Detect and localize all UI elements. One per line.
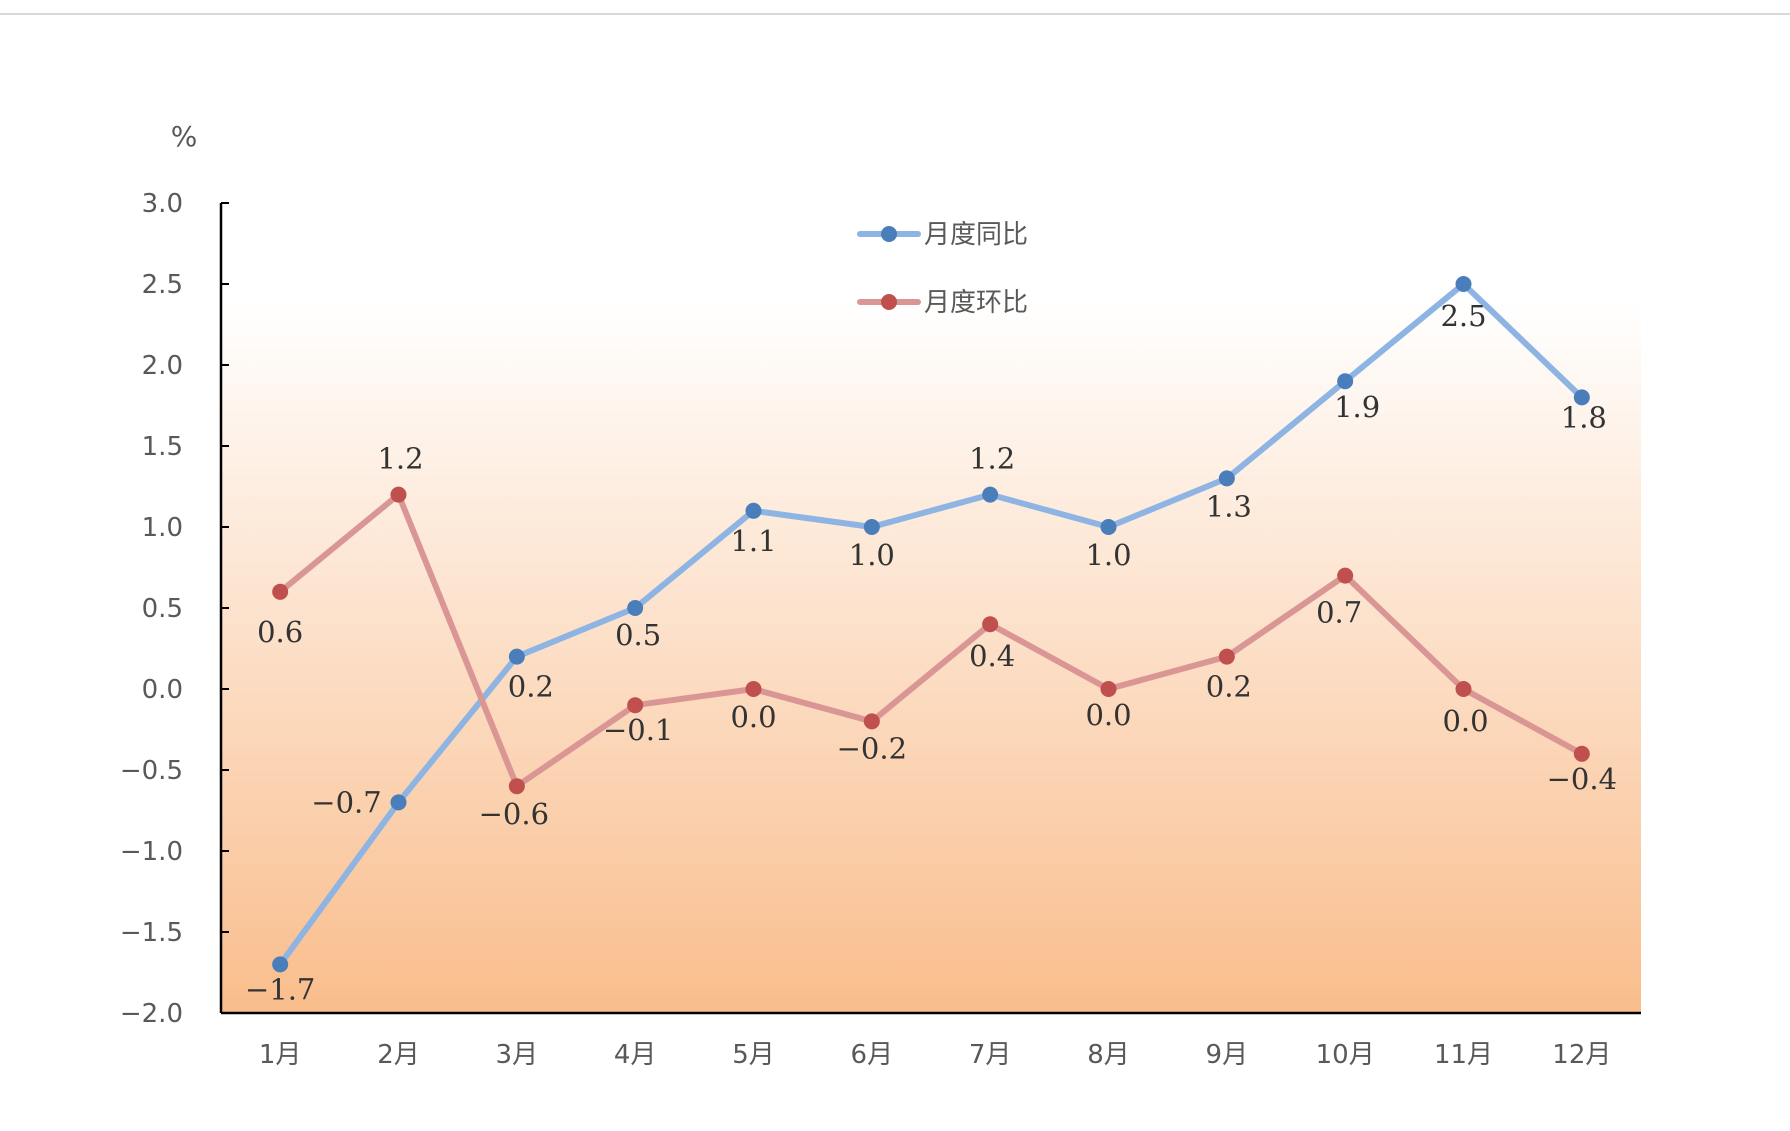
y-tick-label: −1.0 [120, 837, 183, 867]
data-label: 1.0 [1085, 538, 1131, 572]
top-divider [0, 13, 1790, 15]
data-point [272, 583, 289, 600]
y-tick-label: 0.5 [142, 594, 183, 624]
series-layer: −1.7 −0.7 0.2 0.5 1.1 1.0 1.2 1.0 1.3 1.9 2.5 1.8 0.… [245, 276, 1617, 1006]
series-line [277, 491, 1585, 790]
data-label: 1.9 [1334, 390, 1380, 424]
data-label: 1.1 [730, 524, 776, 558]
data-point [1573, 389, 1590, 406]
legend-label: 月度同比 [924, 220, 1028, 250]
y-tick-label: 2.0 [142, 351, 183, 381]
data-label: 1.2 [969, 442, 1015, 476]
data-label: 0.6 [257, 615, 303, 649]
y-tick-label: 1.5 [142, 432, 183, 462]
data-point [1455, 276, 1472, 292]
x-tick-label: 8月 [1087, 1040, 1130, 1070]
data-point [982, 616, 999, 633]
x-tick-label: 11月 [1434, 1040, 1493, 1070]
data-point [627, 600, 644, 616]
data-point [1218, 470, 1235, 487]
data-label: −0.4 [1547, 762, 1617, 796]
y-tick-label: −0.5 [120, 756, 183, 786]
x-tick-label: 2月 [377, 1040, 420, 1070]
x-tick-label: 10月 [1316, 1040, 1375, 1070]
data-label: 0.0 [1442, 704, 1488, 738]
data-label: 1.3 [1206, 489, 1252, 523]
data-label: 1.2 [377, 442, 423, 476]
data-point [1573, 745, 1590, 762]
axes: 3.0 2.5 2.0 1.5 1.0 0.5 0.0 −0.5 −1.0 −1.5 −2.0 1月 2… [120, 189, 1641, 1070]
data-point [1337, 567, 1354, 584]
data-point [745, 681, 762, 697]
data-label: 0.5 [615, 618, 661, 652]
legend-item: 月度环比 [857, 288, 1028, 318]
data-label: 1.0 [849, 538, 895, 572]
data-point [508, 778, 525, 795]
x-tick-label: 9月 [1206, 1040, 1249, 1070]
data-label: −0.7 [311, 785, 381, 819]
y-tick-label: 2.5 [142, 270, 183, 300]
data-point [1455, 681, 1472, 697]
data-label: 1.8 [1561, 400, 1607, 434]
data-label: 0.0 [730, 700, 776, 734]
series-line [277, 281, 1585, 968]
plot-background [221, 203, 1641, 1013]
series-2: 0.6 1.2 −0.6 −0.1 0.0 −0.2 0.4 0.0 0.2 0.7 0.0 −0.4 [257, 442, 1617, 832]
data-label: 0.7 [1316, 596, 1362, 630]
legend-marker [881, 226, 897, 242]
series-1: −1.7 −0.7 0.2 0.5 1.1 1.0 1.2 1.0 1.3 1.9 2.5 1.8 [245, 276, 1607, 1006]
data-point [863, 713, 880, 730]
x-tick-label: 1月 [259, 1040, 302, 1070]
data-point [1218, 648, 1235, 665]
data-point [982, 486, 999, 503]
data-point [1337, 373, 1354, 390]
data-label: −1.7 [245, 972, 315, 1006]
x-tick-label: 12月 [1552, 1040, 1611, 1070]
data-point [390, 486, 407, 503]
data-point [1100, 681, 1117, 697]
data-label: −0.6 [479, 797, 549, 831]
y-tick-label: 1.0 [142, 513, 183, 543]
data-point [390, 794, 407, 811]
y-tick-label: 3.0 [142, 189, 183, 219]
x-tick-label: 6月 [851, 1040, 894, 1070]
y-tick-label: −1.5 [120, 918, 183, 948]
data-label: 0.4 [969, 639, 1015, 673]
x-tick-label: 3月 [496, 1040, 539, 1070]
data-label: 0.2 [1206, 670, 1252, 704]
data-point [1100, 519, 1117, 535]
data-label: 2.5 [1440, 299, 1486, 333]
data-label: 0.0 [1085, 698, 1131, 732]
legend-label: 月度环比 [924, 288, 1028, 318]
legend-item: 月度同比 [857, 220, 1028, 250]
data-point [745, 502, 762, 519]
y-tick-label: −2.0 [120, 999, 183, 1029]
data-label: −0.1 [603, 713, 673, 747]
y-tick-label: 0.0 [142, 675, 183, 705]
data-point [508, 648, 525, 665]
y-axis-unit: % [171, 120, 198, 153]
x-tick-label: 4月 [614, 1040, 657, 1070]
data-label: 0.2 [508, 670, 554, 704]
data-point [272, 956, 289, 973]
data-label: −0.2 [837, 731, 907, 765]
legend-marker [881, 294, 897, 310]
x-tick-label: 5月 [732, 1040, 775, 1070]
data-point [863, 519, 880, 535]
data-point [627, 697, 644, 714]
x-tick-label: 7月 [969, 1040, 1012, 1070]
